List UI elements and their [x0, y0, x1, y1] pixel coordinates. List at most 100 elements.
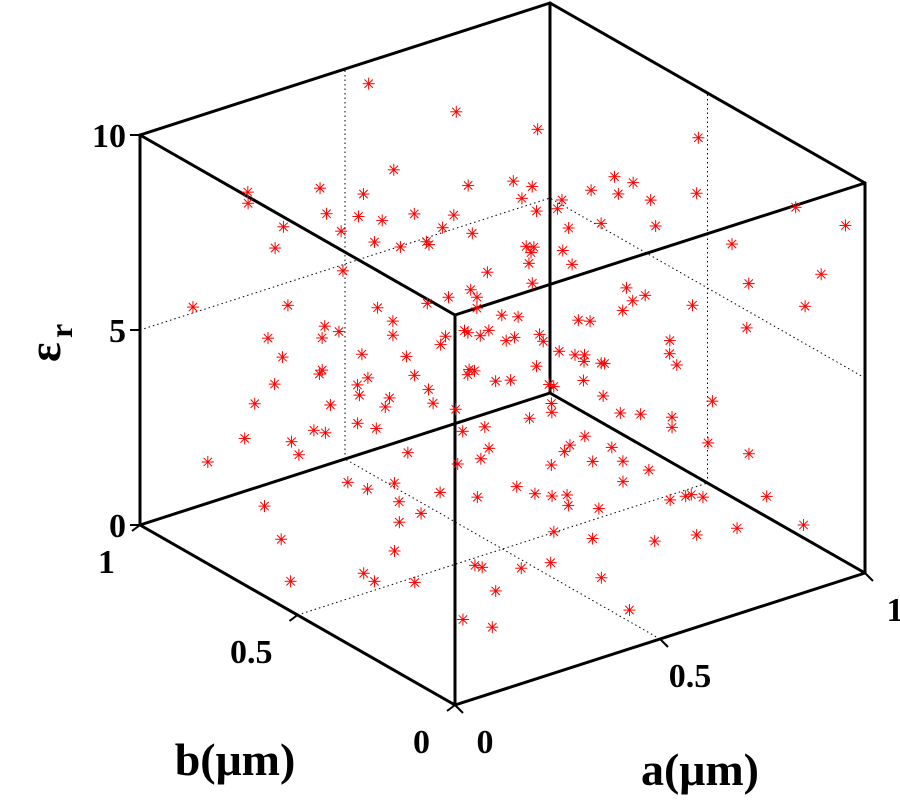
data-point	[481, 266, 494, 279]
data-point	[586, 455, 599, 468]
data-point	[626, 294, 639, 307]
data-point	[789, 201, 802, 214]
data-point	[584, 315, 597, 328]
box-edge	[138, 1, 552, 137]
data-point	[627, 176, 640, 189]
data-point	[577, 374, 590, 387]
data-point	[595, 571, 608, 584]
data-point	[319, 426, 332, 439]
data-point	[686, 299, 699, 312]
data-point	[415, 507, 428, 520]
data-point	[797, 519, 810, 531]
z-axis-label-group: ε r	[19, 324, 79, 362]
data-point	[545, 397, 558, 410]
data-point	[679, 490, 692, 503]
data-point	[335, 225, 348, 238]
x-tick-mark	[659, 638, 669, 648]
data-point	[408, 369, 421, 382]
data-point	[463, 363, 476, 376]
data-point	[690, 187, 703, 200]
data-point	[449, 403, 462, 416]
data-point	[285, 435, 298, 448]
data-point	[815, 268, 828, 281]
data-point	[546, 490, 559, 503]
data-point	[605, 441, 618, 454]
data-point	[447, 209, 460, 222]
data-point	[408, 207, 421, 220]
data-point	[742, 447, 755, 460]
data-point	[268, 378, 281, 391]
z-tick-label: 5	[109, 313, 126, 350]
box-edge	[453, 181, 867, 317]
data-point	[508, 331, 521, 344]
data-point	[495, 309, 508, 322]
data-point	[706, 395, 719, 408]
data-point	[578, 355, 590, 368]
data-point	[726, 238, 738, 251]
data-point	[324, 398, 337, 411]
data-point	[520, 240, 533, 253]
data-point	[371, 301, 384, 314]
data-point	[578, 430, 591, 443]
labels-layer: a(μm) b(μm) ε r	[19, 324, 759, 795]
z-axis-label: ε	[19, 342, 70, 362]
data-point	[616, 304, 629, 317]
data-point	[551, 202, 564, 215]
data-point	[352, 210, 365, 223]
data-point	[839, 219, 852, 232]
data-point	[634, 408, 647, 421]
z-axis-label-subscript: r	[43, 324, 79, 338]
data-point	[464, 283, 477, 296]
y-tick-mark	[288, 614, 299, 622]
data-point	[442, 291, 455, 304]
data-point	[242, 197, 255, 210]
data-point	[316, 331, 329, 344]
data-point	[478, 420, 491, 433]
points-layer	[186, 77, 852, 634]
data-point	[760, 490, 773, 503]
x-axis-label: a(μm)	[641, 744, 759, 795]
data-point	[336, 264, 349, 277]
data-point	[277, 220, 290, 233]
data-point	[470, 302, 483, 315]
data-point	[526, 180, 539, 193]
data-point	[648, 535, 661, 548]
data-point	[507, 175, 520, 188]
x-tick-label: 0	[477, 724, 494, 761]
data-point	[332, 325, 345, 338]
data-point	[201, 456, 214, 468]
data-point	[456, 425, 469, 438]
data-point	[451, 457, 464, 470]
data-point	[434, 338, 447, 351]
y-tick-label: 1	[98, 544, 115, 581]
data-point	[489, 584, 502, 597]
x-tick-mark	[864, 572, 874, 582]
grid-line-floor-a	[344, 458, 661, 640]
data-point	[241, 186, 254, 199]
data-point	[566, 258, 579, 271]
data-point	[592, 502, 605, 515]
grid-layer	[139, 69, 866, 640]
data-point	[450, 105, 463, 118]
data-point	[562, 499, 575, 512]
data-point	[639, 289, 652, 302]
data-point	[388, 544, 401, 557]
data-point	[186, 301, 199, 314]
box-edge	[548, 1, 867, 185]
data-point	[476, 561, 489, 574]
data-point	[692, 131, 705, 144]
data-point	[531, 123, 544, 136]
data-point	[489, 375, 502, 388]
data-point	[644, 194, 657, 207]
data-point	[462, 179, 475, 192]
z-tick-label: 10	[92, 118, 126, 155]
data-point	[623, 604, 636, 617]
data-point	[357, 188, 370, 201]
data-point	[543, 378, 556, 391]
data-point	[393, 516, 406, 529]
data-point	[387, 163, 400, 176]
data-point	[248, 397, 261, 410]
data-point	[510, 480, 523, 493]
data-point	[439, 330, 452, 343]
